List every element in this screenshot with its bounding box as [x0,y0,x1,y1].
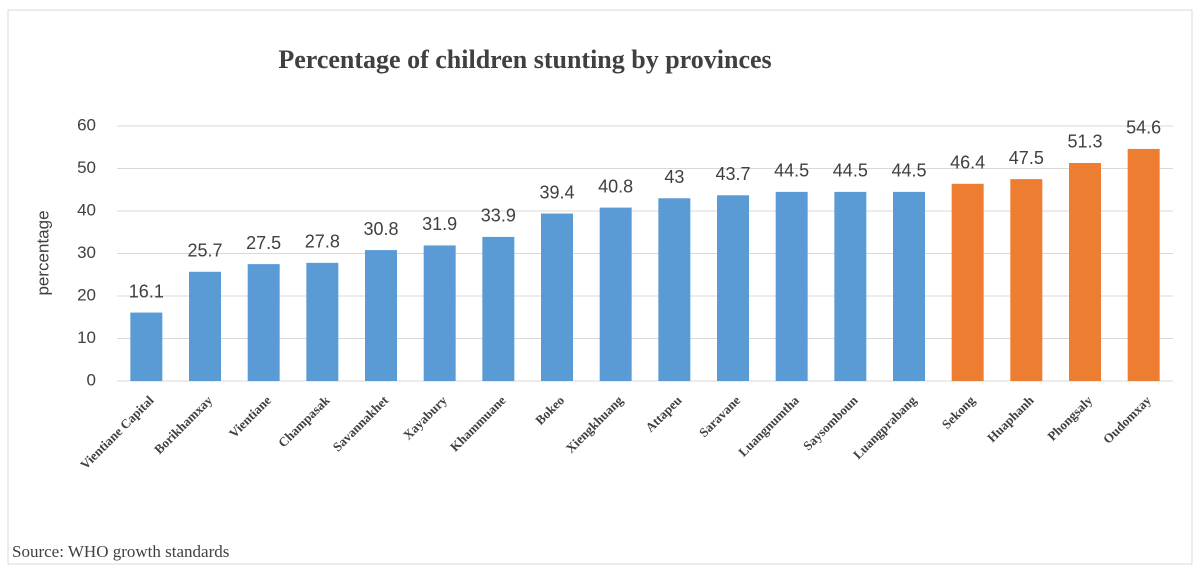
value-label: 44.5 [891,161,926,181]
x-tick-label: Xiengkhuang [563,392,627,456]
bar [951,183,984,381]
value-label: 31.9 [422,214,457,234]
x-tick-label: Savannakhet [330,392,392,454]
value-label: 27.8 [305,232,340,252]
x-tick-label: Attapeu [642,393,684,435]
bar [189,271,221,381]
x-tick-label: Oudomxay [1100,392,1154,446]
bar [717,195,749,381]
value-label: 44.5 [774,161,809,181]
bar [1069,162,1101,381]
bar [1127,148,1160,381]
y-tick-label: 0 [87,370,96,389]
bar [365,250,397,381]
value-label: 44.5 [833,161,868,181]
x-tick-label: Saravane [696,392,744,440]
value-label: 54.6 [1126,118,1161,138]
x-tick-label: Saysomboun [800,392,861,453]
value-label: 33.9 [481,206,516,226]
y-axis-label: percentage [33,210,52,295]
bar [541,213,573,381]
y-tick-label: 30 [77,243,96,262]
x-tick-label: Luangnumtha [735,392,802,459]
bar [1010,179,1043,381]
x-tick-label: Bokeo [532,393,567,428]
x-tick-label: Vientiane [226,392,274,440]
x-tick-label: Borikhamxay [151,392,216,457]
value-label: 40.8 [598,176,633,196]
x-tick-label: Sekong [939,392,979,432]
value-label: 51.3 [1067,132,1102,152]
y-tick-label: 50 [77,158,96,177]
y-tick-label: 20 [77,285,96,304]
chart-border [7,9,1193,565]
bar [893,191,925,381]
y-tick-label: 60 [77,115,96,134]
value-label: 39.4 [539,182,574,202]
x-tick-label: Luangprabang [850,392,920,462]
source-note: Source: WHO growth standards [12,542,229,561]
bar [834,191,867,381]
x-tick-label: Xayabury [400,392,450,442]
value-label: 27.5 [246,233,281,253]
value-label: 47.5 [1009,148,1044,168]
bar [423,245,456,381]
x-tick-label: Khammuane [447,392,509,454]
bar [775,191,808,381]
bar [247,264,280,381]
value-label: 16.1 [129,281,164,301]
value-label: 30.8 [363,219,398,239]
x-tick-label: Champasak [275,392,333,450]
bar [482,236,515,381]
value-label: 43.7 [715,164,750,184]
value-label: 25.7 [187,241,222,261]
y-tick-label: 10 [77,328,96,347]
x-tick-label: Huaphanh [984,392,1037,445]
bar [130,312,163,381]
y-tick-label: 40 [77,200,96,219]
bar [599,207,632,381]
chart-title: Percentage of children stunting by provi… [278,45,771,74]
x-tick-label: Phongsaly [1044,392,1095,443]
x-tick-label: Vientiane Capital [77,392,157,472]
value-label: 43 [664,167,684,187]
value-label: 46.4 [950,153,985,173]
bar [306,262,339,381]
bar [658,198,691,381]
